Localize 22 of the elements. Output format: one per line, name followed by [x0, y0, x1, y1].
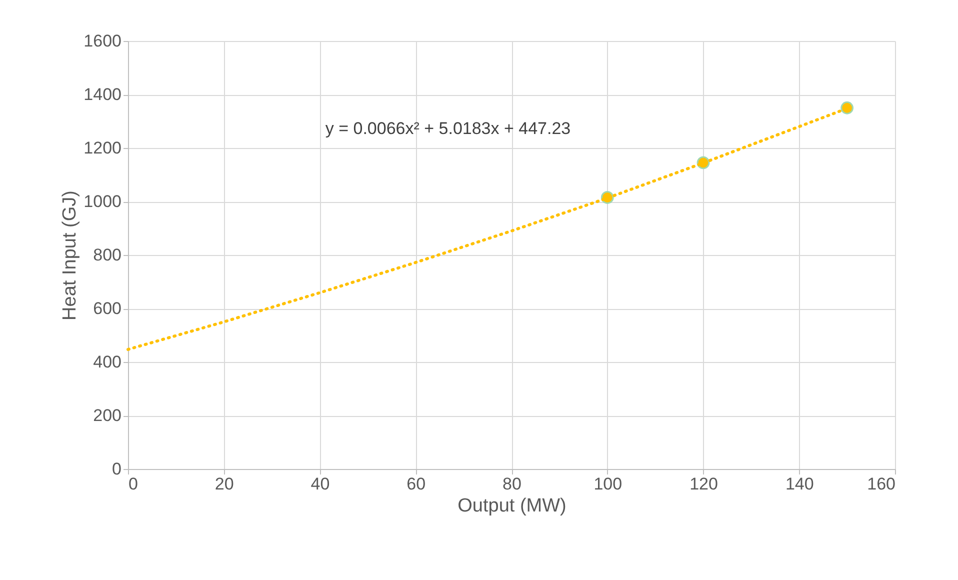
y-tick-label: 800	[93, 246, 122, 264]
x-tick-label: 120	[690, 474, 718, 494]
x-tick-label: 40	[310, 474, 330, 494]
y-tick-label: 1000	[84, 192, 122, 211]
y-tick-label: 1600	[84, 32, 122, 50]
point	[840, 101, 854, 114]
y-tick-label: 200	[93, 406, 122, 425]
x-tick-label: 100	[594, 474, 622, 494]
y-tick-label: 1400	[84, 85, 122, 104]
x-axis-title: Output (MW)	[458, 496, 566, 516]
y-axis-title: Heat Input (GJ)	[60, 190, 81, 320]
y-tick-label: 1200	[84, 138, 122, 158]
y-tick-label: 0	[112, 460, 122, 478]
annotation: y = 0.0066x² + 5.0183x + 447.23	[325, 119, 571, 138]
y-tick-label: 600	[93, 299, 122, 318]
x-tick-label: 60	[406, 474, 426, 494]
x-tick-label: 80	[502, 474, 522, 494]
x-tick-label: 0	[128, 474, 138, 494]
y-tick-label: 400	[93, 352, 122, 372]
x-tick-label: 20	[214, 474, 234, 494]
x-tick-label: 140	[785, 474, 814, 494]
x-tick-label: 160	[867, 474, 896, 494]
